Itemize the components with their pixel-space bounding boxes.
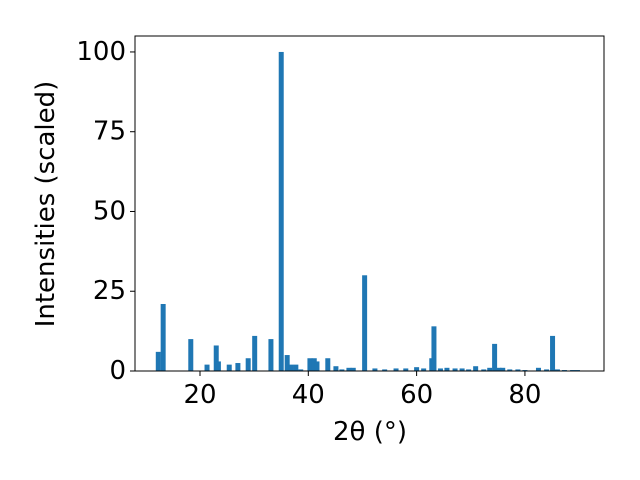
x-tick-label: 20: [183, 380, 216, 410]
bar: [421, 368, 427, 371]
x-tick-label: 60: [400, 380, 433, 410]
bar: [414, 367, 420, 371]
bar: [293, 364, 299, 371]
bar: [288, 364, 294, 371]
bar: [487, 367, 493, 371]
bar: [550, 335, 556, 371]
bar: [268, 339, 274, 371]
bar: [403, 368, 409, 371]
bar: [245, 358, 251, 371]
bar: [215, 361, 221, 371]
x-axis-label: 2θ (°): [333, 417, 407, 447]
bar: [437, 368, 443, 371]
bar: [160, 304, 166, 371]
bar: [346, 367, 352, 371]
bar: [284, 355, 290, 371]
bar: [325, 358, 331, 371]
bar: [459, 368, 465, 371]
bar: [204, 364, 210, 371]
bar: [382, 369, 388, 371]
bar: [307, 358, 313, 371]
bar: [500, 367, 506, 371]
y-tick-label: 50: [93, 196, 126, 226]
bar: [393, 368, 399, 371]
bar: [452, 368, 458, 371]
bar: [314, 361, 320, 371]
bar: [515, 369, 521, 371]
bar: [155, 351, 161, 371]
bar: [466, 369, 472, 371]
bar: [492, 343, 498, 371]
bar: [473, 366, 479, 371]
bar: [226, 364, 232, 371]
x-tick-label: 40: [292, 380, 325, 410]
y-tick-label: 0: [109, 356, 126, 386]
y-tick-label: 75: [93, 117, 126, 147]
bar: [481, 369, 487, 371]
bar: [554, 369, 560, 371]
bar: [444, 367, 450, 371]
bar: [507, 369, 513, 371]
bar: [298, 369, 304, 371]
y-tick-label: 100: [76, 37, 126, 67]
x-tick-label: 80: [508, 380, 541, 410]
bar: [544, 369, 550, 371]
bar: [362, 275, 368, 371]
bar: [278, 51, 284, 371]
y-tick-label: 25: [93, 276, 126, 306]
y-axis-label: Intensities (scaled): [31, 81, 61, 328]
bar: [333, 366, 339, 371]
bar: [188, 339, 194, 371]
bar: [339, 369, 345, 371]
bar: [311, 358, 317, 371]
bar: [213, 345, 219, 371]
bar: [350, 367, 356, 371]
bar: [252, 335, 258, 371]
bar: [235, 363, 241, 371]
bar: [431, 326, 437, 371]
bar: [496, 367, 502, 371]
bar: [535, 367, 541, 371]
bar: [372, 368, 378, 371]
plot-frame: [134, 35, 605, 372]
